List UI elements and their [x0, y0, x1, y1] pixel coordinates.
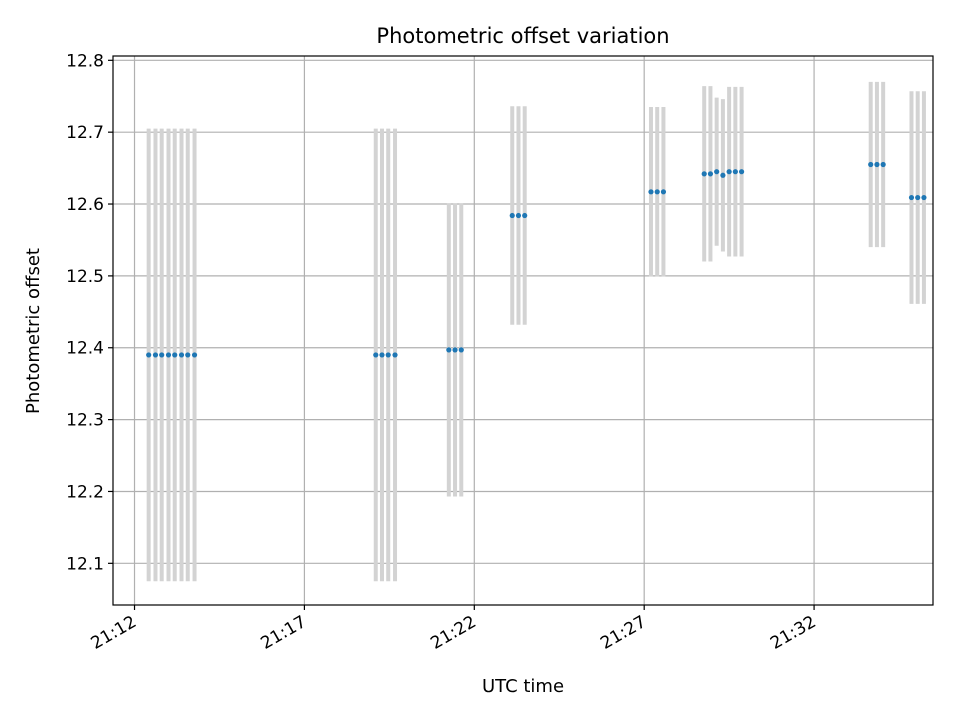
data-point	[720, 172, 726, 178]
data-point	[385, 352, 391, 358]
data-point	[868, 161, 874, 168]
data-point	[648, 189, 654, 195]
data-point	[452, 347, 458, 353]
data-point	[874, 161, 880, 168]
data-point	[921, 194, 927, 201]
x-axis-label: UTC time	[482, 676, 564, 697]
data-point	[707, 171, 714, 177]
data-point	[165, 352, 172, 358]
data-point	[446, 347, 452, 353]
y-tick-label: 12.4	[66, 339, 104, 359]
data-point	[880, 161, 886, 168]
y-tick-label: 12.3	[66, 411, 104, 431]
data-point	[509, 212, 515, 219]
data-point	[660, 189, 667, 195]
data-point	[172, 352, 178, 358]
data-point	[178, 352, 185, 358]
data-point	[191, 352, 198, 358]
data-point	[146, 352, 152, 358]
data-points	[146, 161, 927, 358]
plot-frame	[112, 55, 934, 606]
data-point	[738, 169, 745, 175]
data-point	[392, 352, 398, 358]
chart-title: Photometric offset variation	[376, 24, 669, 48]
y-tick-label: 12.6	[66, 195, 104, 215]
data-point	[701, 171, 707, 177]
data-point	[379, 352, 385, 358]
data-point	[732, 169, 738, 175]
grid	[113, 56, 933, 605]
y-tick-label: 12.8	[66, 51, 104, 71]
data-point	[515, 212, 522, 219]
y-axis-ticks: 12.1 12.2 12.3 12.4 12.5 12.6 12.7 12.8	[66, 51, 113, 574]
data-point	[908, 194, 915, 201]
data-point	[915, 194, 921, 201]
data-point	[522, 212, 528, 219]
y-tick-label: 12.5	[66, 267, 104, 287]
y-axis-label: Photometric offset	[23, 248, 44, 414]
y-tick-label: 12.1	[66, 554, 104, 574]
data-point	[373, 352, 379, 358]
y-tick-label: 12.2	[66, 482, 104, 502]
data-point	[159, 352, 165, 358]
data-point	[726, 169, 732, 175]
data-point	[185, 352, 191, 358]
data-point	[458, 347, 464, 353]
data-point	[714, 169, 720, 175]
data-point	[152, 352, 159, 358]
y-tick-label: 12.7	[66, 123, 104, 143]
data-point	[654, 189, 660, 195]
